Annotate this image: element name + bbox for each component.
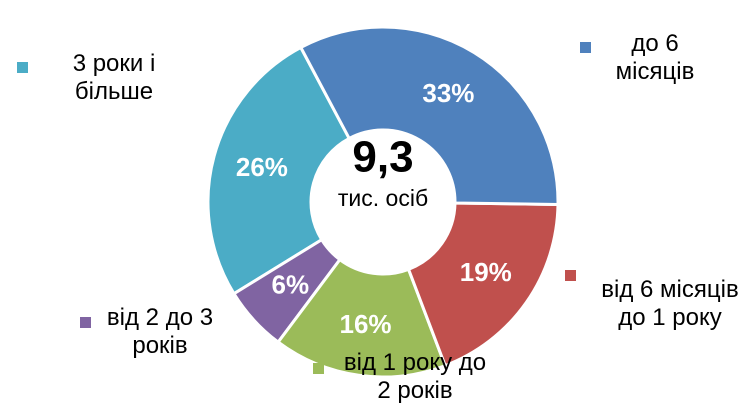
donut-slice [206,45,352,296]
legend-marker [17,62,28,73]
donut-slice [276,257,448,379]
legend-marker [580,42,591,53]
center-value: 9,3 [352,133,413,182]
data-label: 6% [272,269,310,299]
data-label: 33% [422,78,474,108]
legend-label: від 2 до 3 років [106,304,214,359]
data-label: 19% [460,257,512,287]
legend-marker [313,363,324,374]
donut-slice [298,25,560,206]
legend-label: 3 роки і більше [72,50,156,105]
data-label: 26% [236,152,288,182]
center-label: тис. осіб [338,185,428,211]
legend-label: від 6 місяців до 1 року [601,276,739,331]
donut-slice [406,201,560,368]
donut-slice [231,237,342,345]
legend-label: до 6 місяців [615,30,695,85]
legend-marker [80,317,91,328]
data-label: 16% [340,309,392,339]
legend-marker [565,270,576,281]
legend-label: від 1 року до 2 років [343,349,487,404]
